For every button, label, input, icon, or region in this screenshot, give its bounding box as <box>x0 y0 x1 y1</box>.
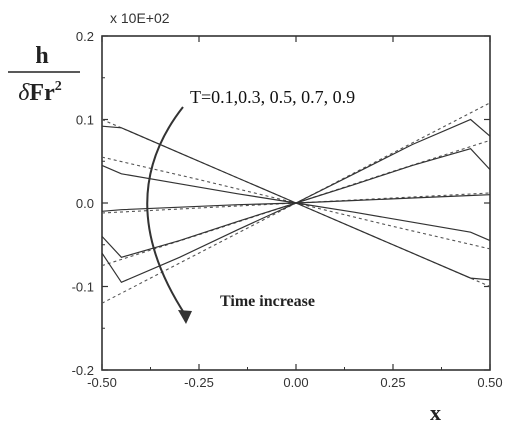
time-increase-label: Time increase <box>220 293 315 310</box>
y-tick-label: -0.1 <box>72 280 94 295</box>
x-tick-label: -0.25 <box>184 375 214 390</box>
x-tick-label: 0.00 <box>283 375 308 390</box>
solid-series-5 <box>101 118 491 284</box>
time-values-annotation: T=0.1,0.3, 0.5, 0.7, 0.9 <box>190 87 355 107</box>
x-tick-label: -0.50 <box>87 375 117 390</box>
time-arrow-head <box>178 310 192 324</box>
y-tick-label: 0.1 <box>76 113 94 128</box>
x-axis-label: x <box>430 400 441 425</box>
y-axis-label: h δFr2 <box>8 43 80 106</box>
y-tick-label: 0.0 <box>76 196 94 211</box>
time-arrow <box>146 106 187 317</box>
y-label-denominator: δFr2 <box>18 79 61 106</box>
y-axis-ticks: 0.2 0.1 0.0 -0.1 -0.2 <box>72 29 490 378</box>
x-tick-label: 0.50 <box>477 375 502 390</box>
dashed-series-4 <box>101 139 491 267</box>
x-axis-ticks: -0.50 -0.25 0.00 0.25 0.50 <box>87 36 503 390</box>
x-tick-label: 0.25 <box>380 375 405 390</box>
series-lines <box>101 102 491 304</box>
axis-multiplier: x 10E+02 <box>110 10 170 26</box>
y-label-numerator: h <box>35 43 48 69</box>
y-tick-label: -0.2 <box>72 363 94 378</box>
y-tick-label: 0.2 <box>76 29 94 44</box>
